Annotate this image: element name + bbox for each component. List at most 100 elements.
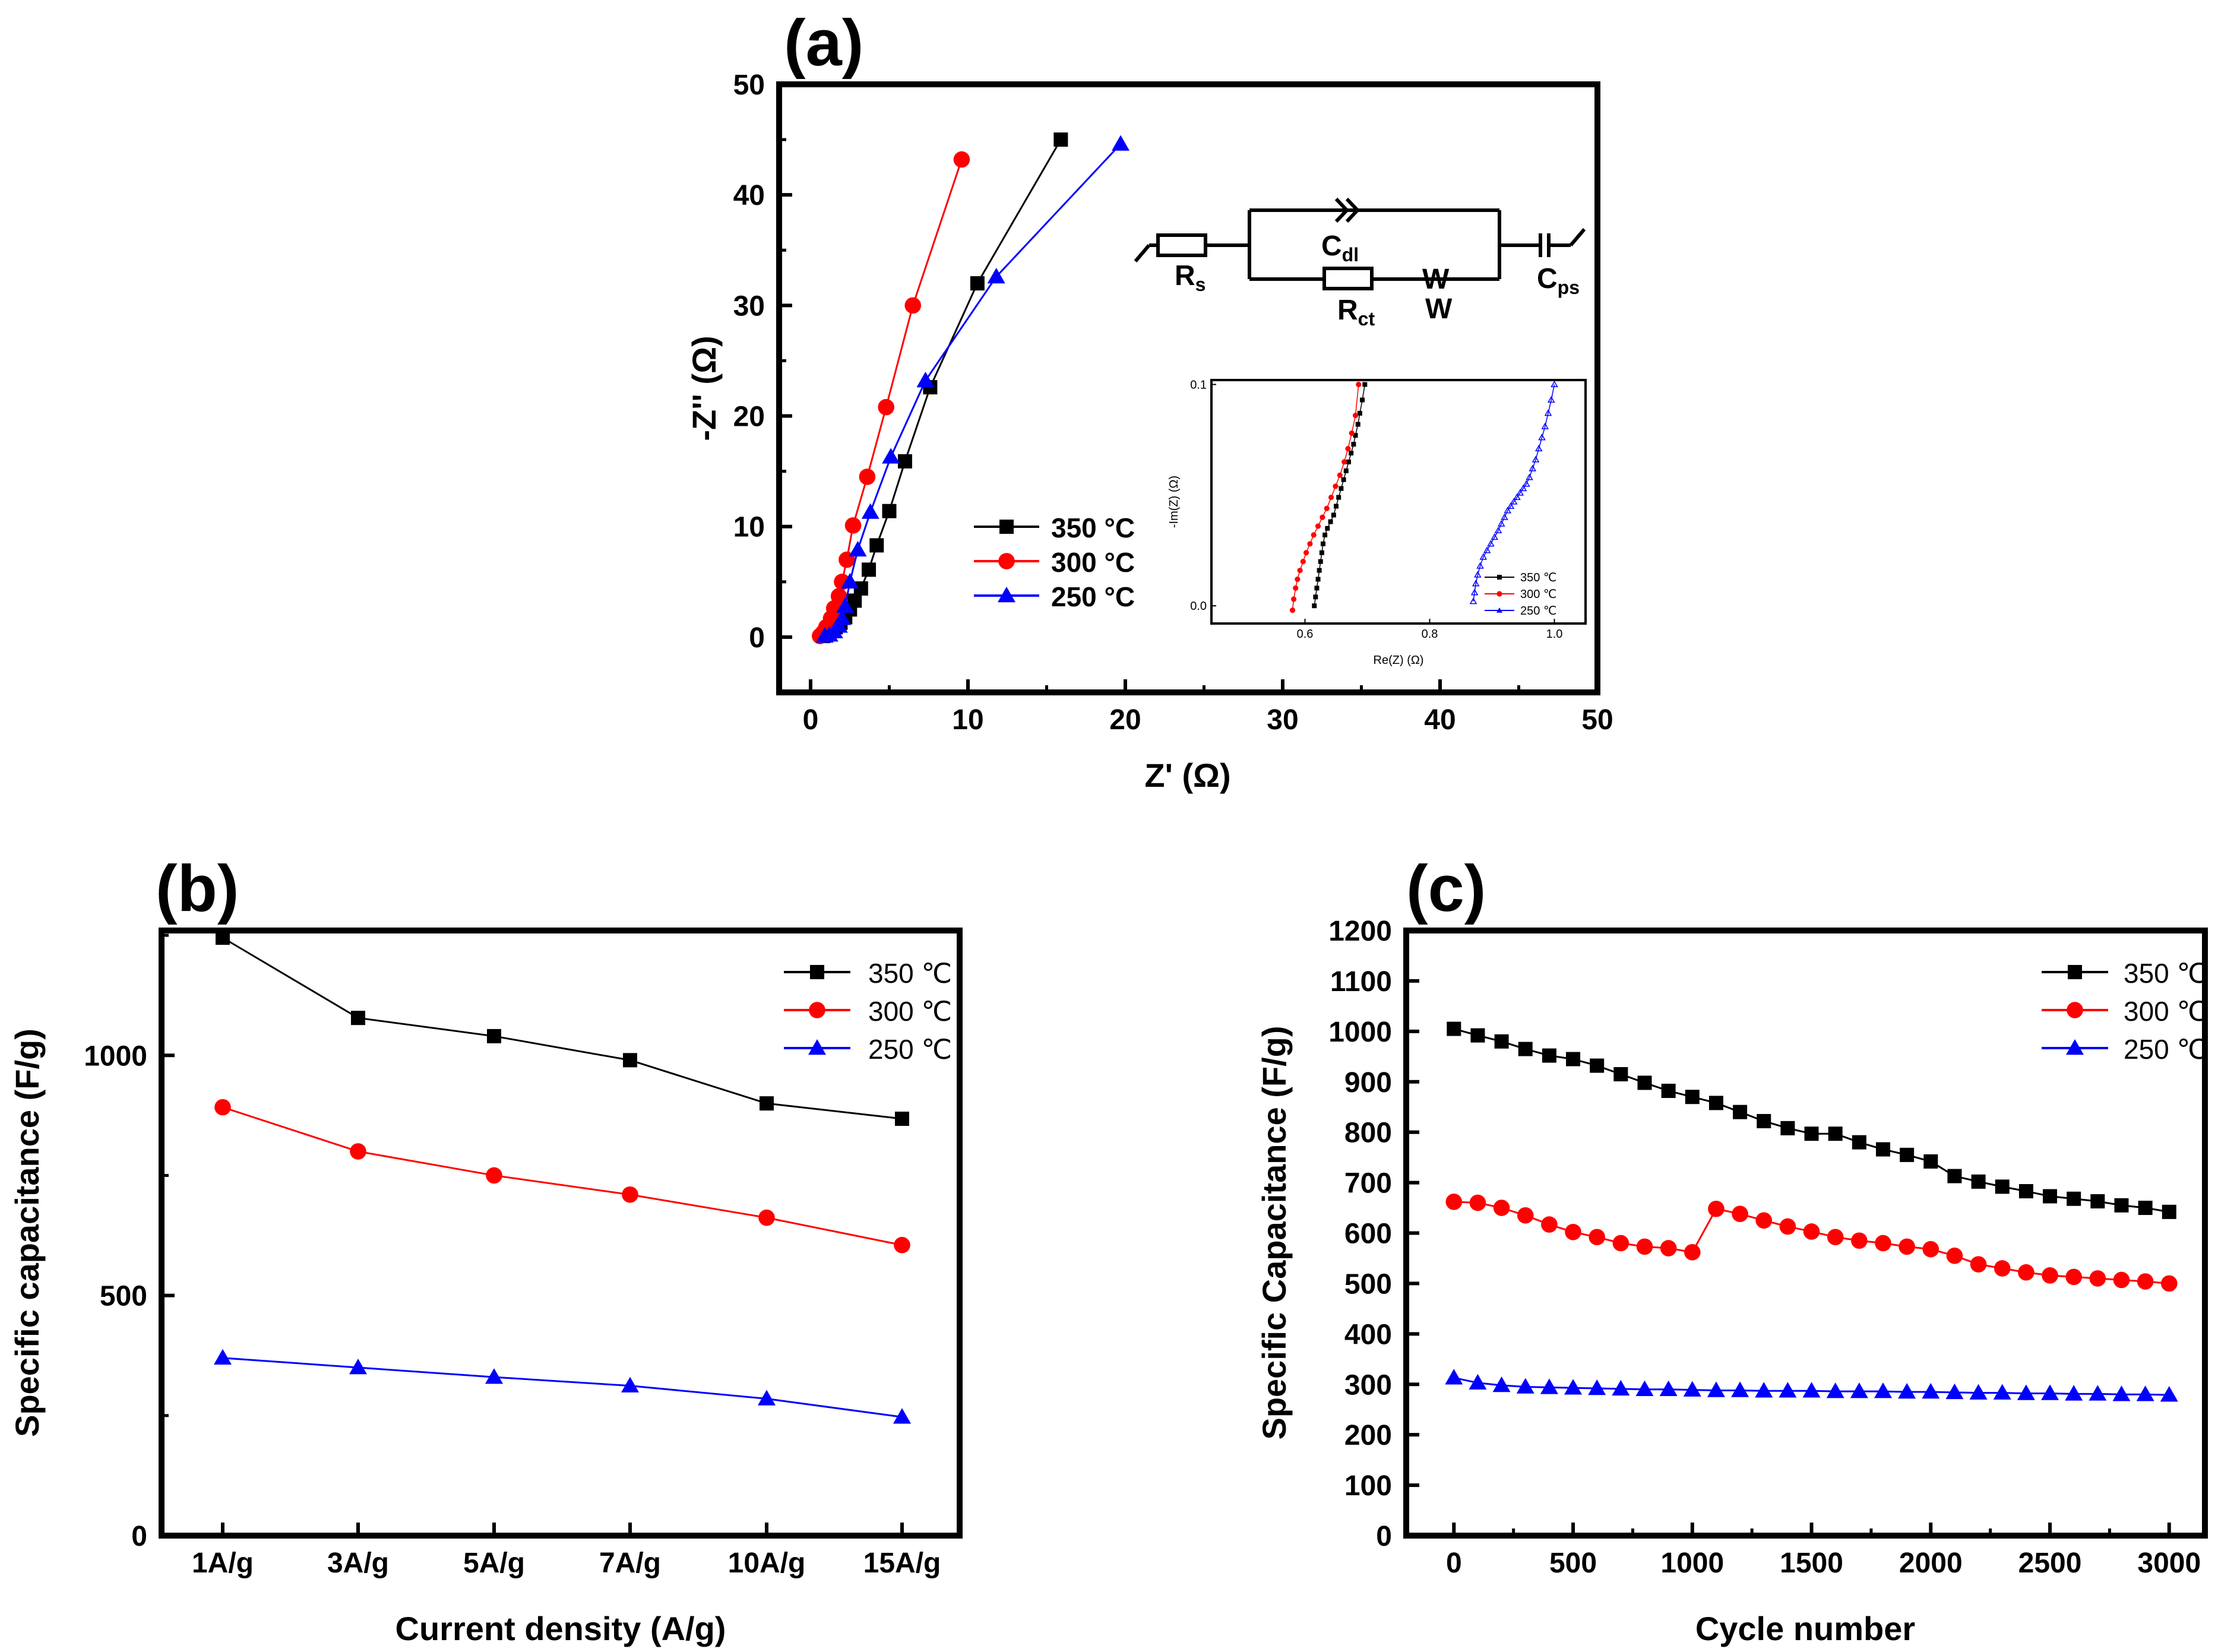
inset-xlabel: Re(Z) (Ω) [1374, 654, 1424, 667]
inset-series-300-point-4 [1297, 567, 1303, 574]
c-series-350-point-1000 [1685, 1090, 1700, 1105]
inset-ytick-label-1: 0.1 [1190, 378, 1207, 391]
c-series-350-point-700 [1613, 1067, 1628, 1082]
inset-series-300-point-3 [1295, 576, 1301, 583]
circuit-labels: Rs Cdl Rct W W Cps [1175, 230, 1580, 330]
inset-series-250-point-21 [1532, 455, 1540, 463]
c-series-250-point-100 [1469, 1373, 1487, 1390]
b-series-250-point-7A-g [621, 1376, 639, 1393]
c-legend-300-label: 300 ℃ [2124, 996, 2207, 1027]
b-xtick-label-10A-g: 10A/g [728, 1547, 806, 1579]
panel-b-xlabel: Current density (A/g) [395, 1610, 726, 1647]
c-series-350-point-2200 [1971, 1174, 1986, 1189]
panel-c-ylabel: Specific Capacitance (F/g) [1255, 1026, 1293, 1439]
c-series-250-point-700 [1612, 1379, 1630, 1396]
c-series-250-point-2500 [2041, 1384, 2059, 1400]
a-series-250-C-point-7 [849, 540, 867, 557]
c-xtick-label-2000: 2000 [1899, 1547, 1963, 1579]
c-legend-350-label: 350 ℃ [2124, 958, 2207, 989]
inset-series-250-point-2 [1472, 580, 1480, 587]
b-series-350-point-3A-g [351, 1011, 365, 1026]
a-xtick-label-40: 40 [1424, 704, 1456, 736]
inset-series-350-point-3 [1315, 577, 1321, 582]
c-series-350-point-1700 [1852, 1135, 1866, 1150]
a-xtick-label-10: 10 [952, 704, 983, 736]
c-ytick-label-100: 100 [1344, 1470, 1392, 1502]
c-xtick-label-1500: 1500 [1780, 1547, 1843, 1579]
c-series-300-point-1900 [1899, 1238, 1915, 1255]
inset-series-250-point-16 [1516, 489, 1524, 496]
c-series-300-point-2300 [1994, 1260, 2011, 1277]
inset-series-350-point-13 [1336, 495, 1341, 500]
inset-legend-1-label: 300 ℃ [1520, 588, 1556, 601]
b-series-250-point-10A-g [758, 1390, 776, 1406]
cpe-cdl [1334, 197, 1350, 223]
svg-text:Cdl: Cdl [1321, 230, 1359, 265]
inset-series-300-point-0 [1289, 607, 1296, 613]
a-series-250-C-point-12 [1112, 135, 1130, 151]
w-label-2: W [1425, 293, 1453, 325]
c-series-350-point-1200 [1733, 1105, 1748, 1119]
c-series-350-point-2400 [2018, 1184, 2033, 1199]
svg-text:Rs: Rs [1175, 260, 1205, 295]
b-series-250-point-15A-g [893, 1408, 911, 1424]
a-ytick-label-0: 0 [749, 622, 765, 654]
inset-series-300-point-17 [1349, 430, 1355, 436]
inset-xtick-label-0: 0.6 [1297, 628, 1314, 641]
inset-legend-2-label: 250 ℃ [1520, 605, 1556, 618]
c-series-250-point-600 [1588, 1379, 1606, 1395]
b-series-250-point-1A-g [214, 1349, 232, 1365]
panel-c-plot: 0 500 1000 1500 2000 2500 3000 0 100 200 300 400 500… [1328, 916, 2207, 1579]
inset-series-350-point-20 [1353, 433, 1358, 438]
b-series-250-point-5A-g [485, 1368, 503, 1384]
c-series-250-point-2400 [2017, 1384, 2035, 1400]
b-series-300-point-10A-g [758, 1209, 775, 1226]
c-series-250-point-500 [1564, 1379, 1583, 1395]
b-series-300-point-3A-g [350, 1143, 366, 1160]
c-series-250-point-2300 [1993, 1384, 2011, 1400]
inset-series-350-point-18 [1349, 451, 1354, 455]
c-series-250-point-1900 [1898, 1382, 1916, 1399]
c-legend-300-marker [2067, 1002, 2083, 1018]
inset-series-350-point-23 [1360, 397, 1365, 403]
b-series-350-point-7A-g [623, 1053, 637, 1068]
c-series-250-point-1800 [1874, 1382, 1892, 1398]
panel-b: (b) 1A/g 3A/g 5A/g 7A/g 10A/g 15A/g 0 500 1000 35… [8, 852, 963, 1647]
c-series-300-point-1800 [1875, 1235, 1891, 1252]
a-xtick-label-20: 20 [1109, 704, 1141, 736]
a-ytick-label-50: 50 [733, 69, 765, 101]
c-series-250-point-1300 [1755, 1382, 1773, 1398]
c-ytick-label-1200: 1200 [1328, 916, 1392, 947]
a-ytick-label-10: 10 [733, 512, 765, 543]
c-series-350-point-200 [1494, 1034, 1509, 1049]
a-ytick-label-30: 30 [733, 290, 765, 322]
b-ytick-label-0: 0 [131, 1521, 147, 1552]
a-series-300-C-point-9 [859, 469, 876, 485]
inset-series-250-point-24 [1541, 422, 1549, 429]
c-series-300-point-2500 [2042, 1267, 2058, 1284]
c-series-300-point-900 [1660, 1240, 1677, 1257]
inset-series-350-point-19 [1351, 442, 1356, 447]
c-series-350-point-0 [1447, 1021, 1461, 1036]
inset-series-250-point-7 [1487, 540, 1495, 547]
c-series-350-point-1500 [1804, 1126, 1819, 1141]
c-series-350-point-1900 [1900, 1147, 1915, 1162]
c-series-250-point-2100 [1945, 1383, 1964, 1400]
c-series-250-point-3000 [2160, 1386, 2178, 1402]
b-legend-300-marker [809, 1002, 825, 1018]
inset-series-250-point-26 [1547, 396, 1555, 403]
c-series-250-point-0 [1445, 1369, 1463, 1385]
inset-frame [1210, 379, 1587, 625]
inset-series-250-point-5 [1479, 553, 1488, 560]
c-series-250-point-1500 [1802, 1382, 1821, 1398]
c-series-300-point-1100 [1708, 1200, 1725, 1217]
c-ytick-label-600: 600 [1344, 1219, 1392, 1250]
cdl-label: C [1321, 230, 1342, 262]
c-series-350-point-2500 [2043, 1189, 2058, 1204]
inset-series-350-point-16 [1343, 468, 1349, 473]
c-series-300-point-2600 [2065, 1268, 2082, 1286]
inset-series-250-point-14 [1510, 498, 1518, 505]
c-series-300-point-1300 [1755, 1212, 1773, 1229]
